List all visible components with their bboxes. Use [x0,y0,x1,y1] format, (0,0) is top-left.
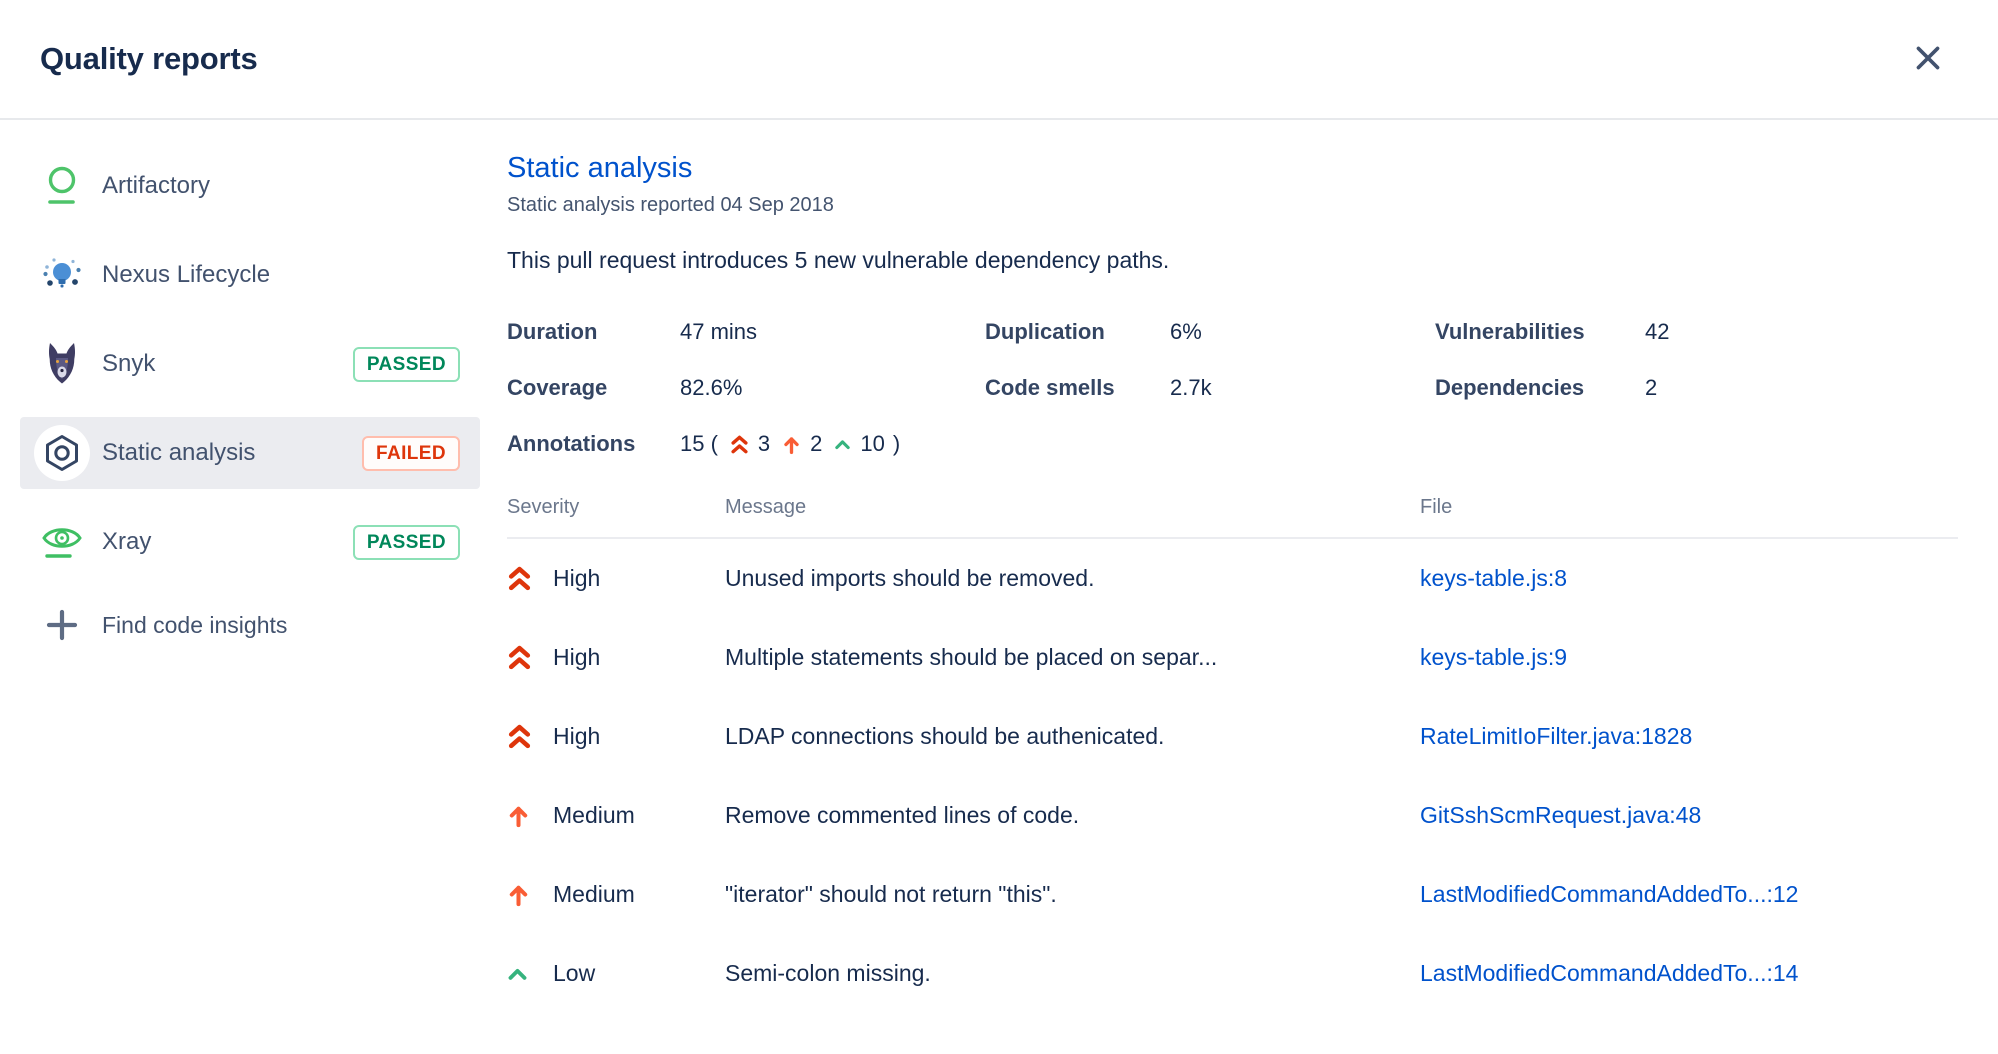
sidebar-item-nexus-lifecycle[interactable]: Nexus Lifecycle [20,239,480,311]
status-badge-passed: PASSED [352,524,460,560]
stats-column-1: Duration 47 mins Coverage 82.6% Annotati… [507,304,985,472]
stat-label-coverage: Coverage [507,375,608,400]
severity-label: Medium [553,881,635,907]
artifactory-icon [34,158,90,214]
severity-cell: High [507,644,725,671]
severity-cell: Medium [507,802,725,829]
stats-column-2: Duplication 6% Code smells 2.7k [985,304,1435,472]
sidebar-item-label: Xray [102,528,152,555]
sidebar-item-label: Nexus Lifecycle [102,261,271,288]
column-header-severity: Severity [507,496,580,518]
annotations-table: Severity Message File High Unused import… [507,496,1958,1013]
status-badge-passed: PASSED [352,346,460,382]
snyk-dog-icon [34,336,90,392]
message-cell: "iterator" should not return "this". [725,881,1057,907]
report-subtitle: Static analysis reported 04 Sep 2018 [507,194,834,216]
stat-value-duration: 47 mins [680,319,758,344]
table-row: High Unused imports should be removed. k… [507,539,1958,618]
severity-label: High [553,565,601,591]
file-link[interactable]: keys-table.js:9 [1420,644,1568,670]
sidebar-item-static-analysis[interactable]: Static analysis FAILED [20,417,480,489]
severity-cell: Low [507,960,725,987]
table-header: Severity Message File [507,496,1958,539]
stat-value-dependencies: 2 [1645,375,1658,400]
arrow-up-icon [507,803,533,828]
hexagon-target-icon [34,425,90,481]
table-row: High LDAP connections should be authenic… [507,697,1958,776]
close-button[interactable] [1904,35,1952,83]
severity-label: Medium [553,802,635,828]
dialog-header: Quality reports [0,0,1998,120]
report-detail: Static analysis Static analysis reported… [500,120,1998,1013]
message-cell: Semi-colon missing. [725,960,931,986]
xray-eye-icon [34,514,90,570]
file-link[interactable]: LastModifiedCommandAddedTo...:14 [1420,960,1799,986]
stat-value-duplication: 6% [1170,319,1202,344]
file-link[interactable]: RateLimitIoFilter.java:1828 [1420,723,1693,749]
status-badge-failed: FAILED [362,435,460,471]
column-header-file: File [1420,496,1453,518]
severity-cell: Medium [507,881,725,908]
arrow-up-icon [782,434,801,455]
annotations-total: 15 ( [680,431,718,456]
plus-icon [34,597,90,653]
sidebar-item-snyk[interactable]: Snyk PASSED [20,328,480,400]
stat-label-annotations: Annotations [507,431,636,456]
stats-column-3: Vulnerabilities 42 Dependencies 2 [1435,304,1669,472]
severity-cell: High [507,565,725,592]
sidebar-item-label: Artifactory [102,172,211,199]
severity-label: High [553,723,601,749]
nexus-lifecycle-icon [34,247,90,303]
severity-cell: High [507,723,725,750]
sidebar-item-xray[interactable]: Xray PASSED [20,506,480,578]
annotations-close-paren: ) [892,431,901,456]
file-link[interactable]: keys-table.js:8 [1420,565,1568,591]
stat-value-code-smells: 2.7k [1170,375,1212,400]
stat-label-vulnerabilities: Vulnerabilities [1435,319,1585,344]
sidebar-item-label: Static analysis [102,439,256,466]
file-link[interactable]: LastModifiedCommandAddedTo...:12 [1420,881,1799,907]
sidebar-item-artifactory[interactable]: Artifactory [20,150,480,222]
find-code-insights-label: Find code insights [102,611,288,638]
stat-value-coverage: 82.6% [680,375,743,400]
message-cell: Remove commented lines of code. [725,802,1080,828]
severity-label: Low [553,960,596,986]
table-row: High Multiple statements should be place… [507,618,1958,697]
report-title-link[interactable]: Static analysis [507,152,693,184]
sidebar-item-label: Snyk [102,350,156,377]
annotations-low-count: 10 [860,431,885,456]
stat-label-duration: Duration [507,319,598,344]
file-link[interactable]: GitSshScmRequest.java:48 [1420,802,1702,828]
table-row: Medium Remove commented lines of code. G… [507,776,1958,855]
double-chevron-up-icon [730,434,749,455]
stat-value-vulnerabilities: 42 [1645,319,1670,344]
annotations-high-count: 3 [757,431,771,456]
stat-label-dependencies: Dependencies [1435,375,1585,400]
double-chevron-up-icon [507,565,533,592]
table-row: Low Semi-colon missing. LastModifiedComm… [507,934,1958,1013]
close-icon [1911,41,1945,78]
double-chevron-up-icon [507,644,533,671]
message-cell: Multiple statements should be placed on … [725,644,1218,670]
column-header-message: Message [725,496,807,518]
dialog-title: Quality reports [40,41,258,76]
message-cell: LDAP connections should be authenicated. [725,723,1165,749]
severity-label: High [553,644,601,670]
stat-label-duplication: Duplication [985,319,1105,344]
chevron-up-icon [507,965,533,982]
reports-sidebar: Artifactory Nexus Lifecycle [0,120,500,1013]
chevron-up-icon [834,437,851,451]
table-row: Medium "iterator" should not return "thi… [507,855,1958,934]
report-stats: Duration 47 mins Coverage 82.6% Annotati… [507,304,1958,472]
report-description: This pull request introduces 5 new vulne… [507,247,1170,273]
annotations-medium-count: 2 [810,431,823,456]
stat-value-annotations: 15 ( 3 2 10 ) [680,431,900,457]
stat-label-code-smells: Code smells [985,375,1115,400]
find-code-insights-button[interactable]: Find code insights [20,595,480,655]
arrow-up-icon [507,882,533,907]
message-cell: Unused imports should be removed. [725,565,1095,591]
double-chevron-up-icon [507,723,533,750]
